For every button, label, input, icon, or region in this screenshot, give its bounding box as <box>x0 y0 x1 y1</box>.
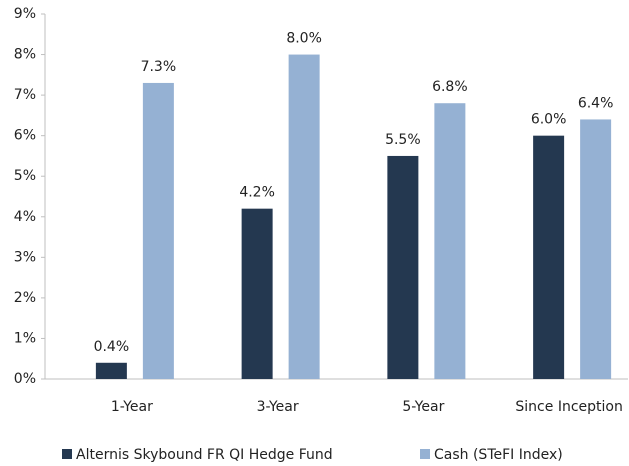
y-tick-label: 0% <box>14 371 36 387</box>
bar <box>434 103 466 379</box>
y-tick-label: 3% <box>14 249 36 265</box>
legend-label: Alternis Skybound FR QI Hedge Fund <box>76 447 333 463</box>
bar <box>288 54 320 380</box>
x-tick-label: 1-Year <box>111 399 153 415</box>
legend-label: Cash (STeFI Index) <box>434 447 563 463</box>
y-tick-label: 7% <box>14 87 36 103</box>
x-tick-label: 3-Year <box>257 399 299 415</box>
y-tick-label: 1% <box>14 330 36 346</box>
y-tick-label: 2% <box>14 290 36 306</box>
y-tick-label: 9% <box>14 6 36 22</box>
value-label: 6.8% <box>432 79 468 95</box>
y-tick-label: 6% <box>14 128 36 144</box>
value-label: 8.0% <box>286 31 322 47</box>
value-label: 6.4% <box>578 95 614 111</box>
bar <box>533 135 565 379</box>
value-label: 6.0% <box>531 112 567 128</box>
bar <box>142 82 174 379</box>
value-label: 4.2% <box>239 185 275 201</box>
legend-swatch <box>420 449 430 459</box>
x-tick-label: 5-Year <box>402 399 444 415</box>
value-label: 0.4% <box>94 339 130 355</box>
y-tick-label: 4% <box>14 209 36 225</box>
bar <box>241 208 273 379</box>
bar <box>580 119 612 379</box>
y-tick-label: 8% <box>14 47 36 63</box>
bar <box>95 362 127 379</box>
value-label: 5.5% <box>385 132 421 148</box>
y-tick-label: 5% <box>14 168 36 184</box>
value-label: 7.3% <box>141 59 177 75</box>
legend-swatch <box>62 449 72 459</box>
bar <box>387 155 419 379</box>
x-tick-label: Since Inception <box>515 399 622 415</box>
